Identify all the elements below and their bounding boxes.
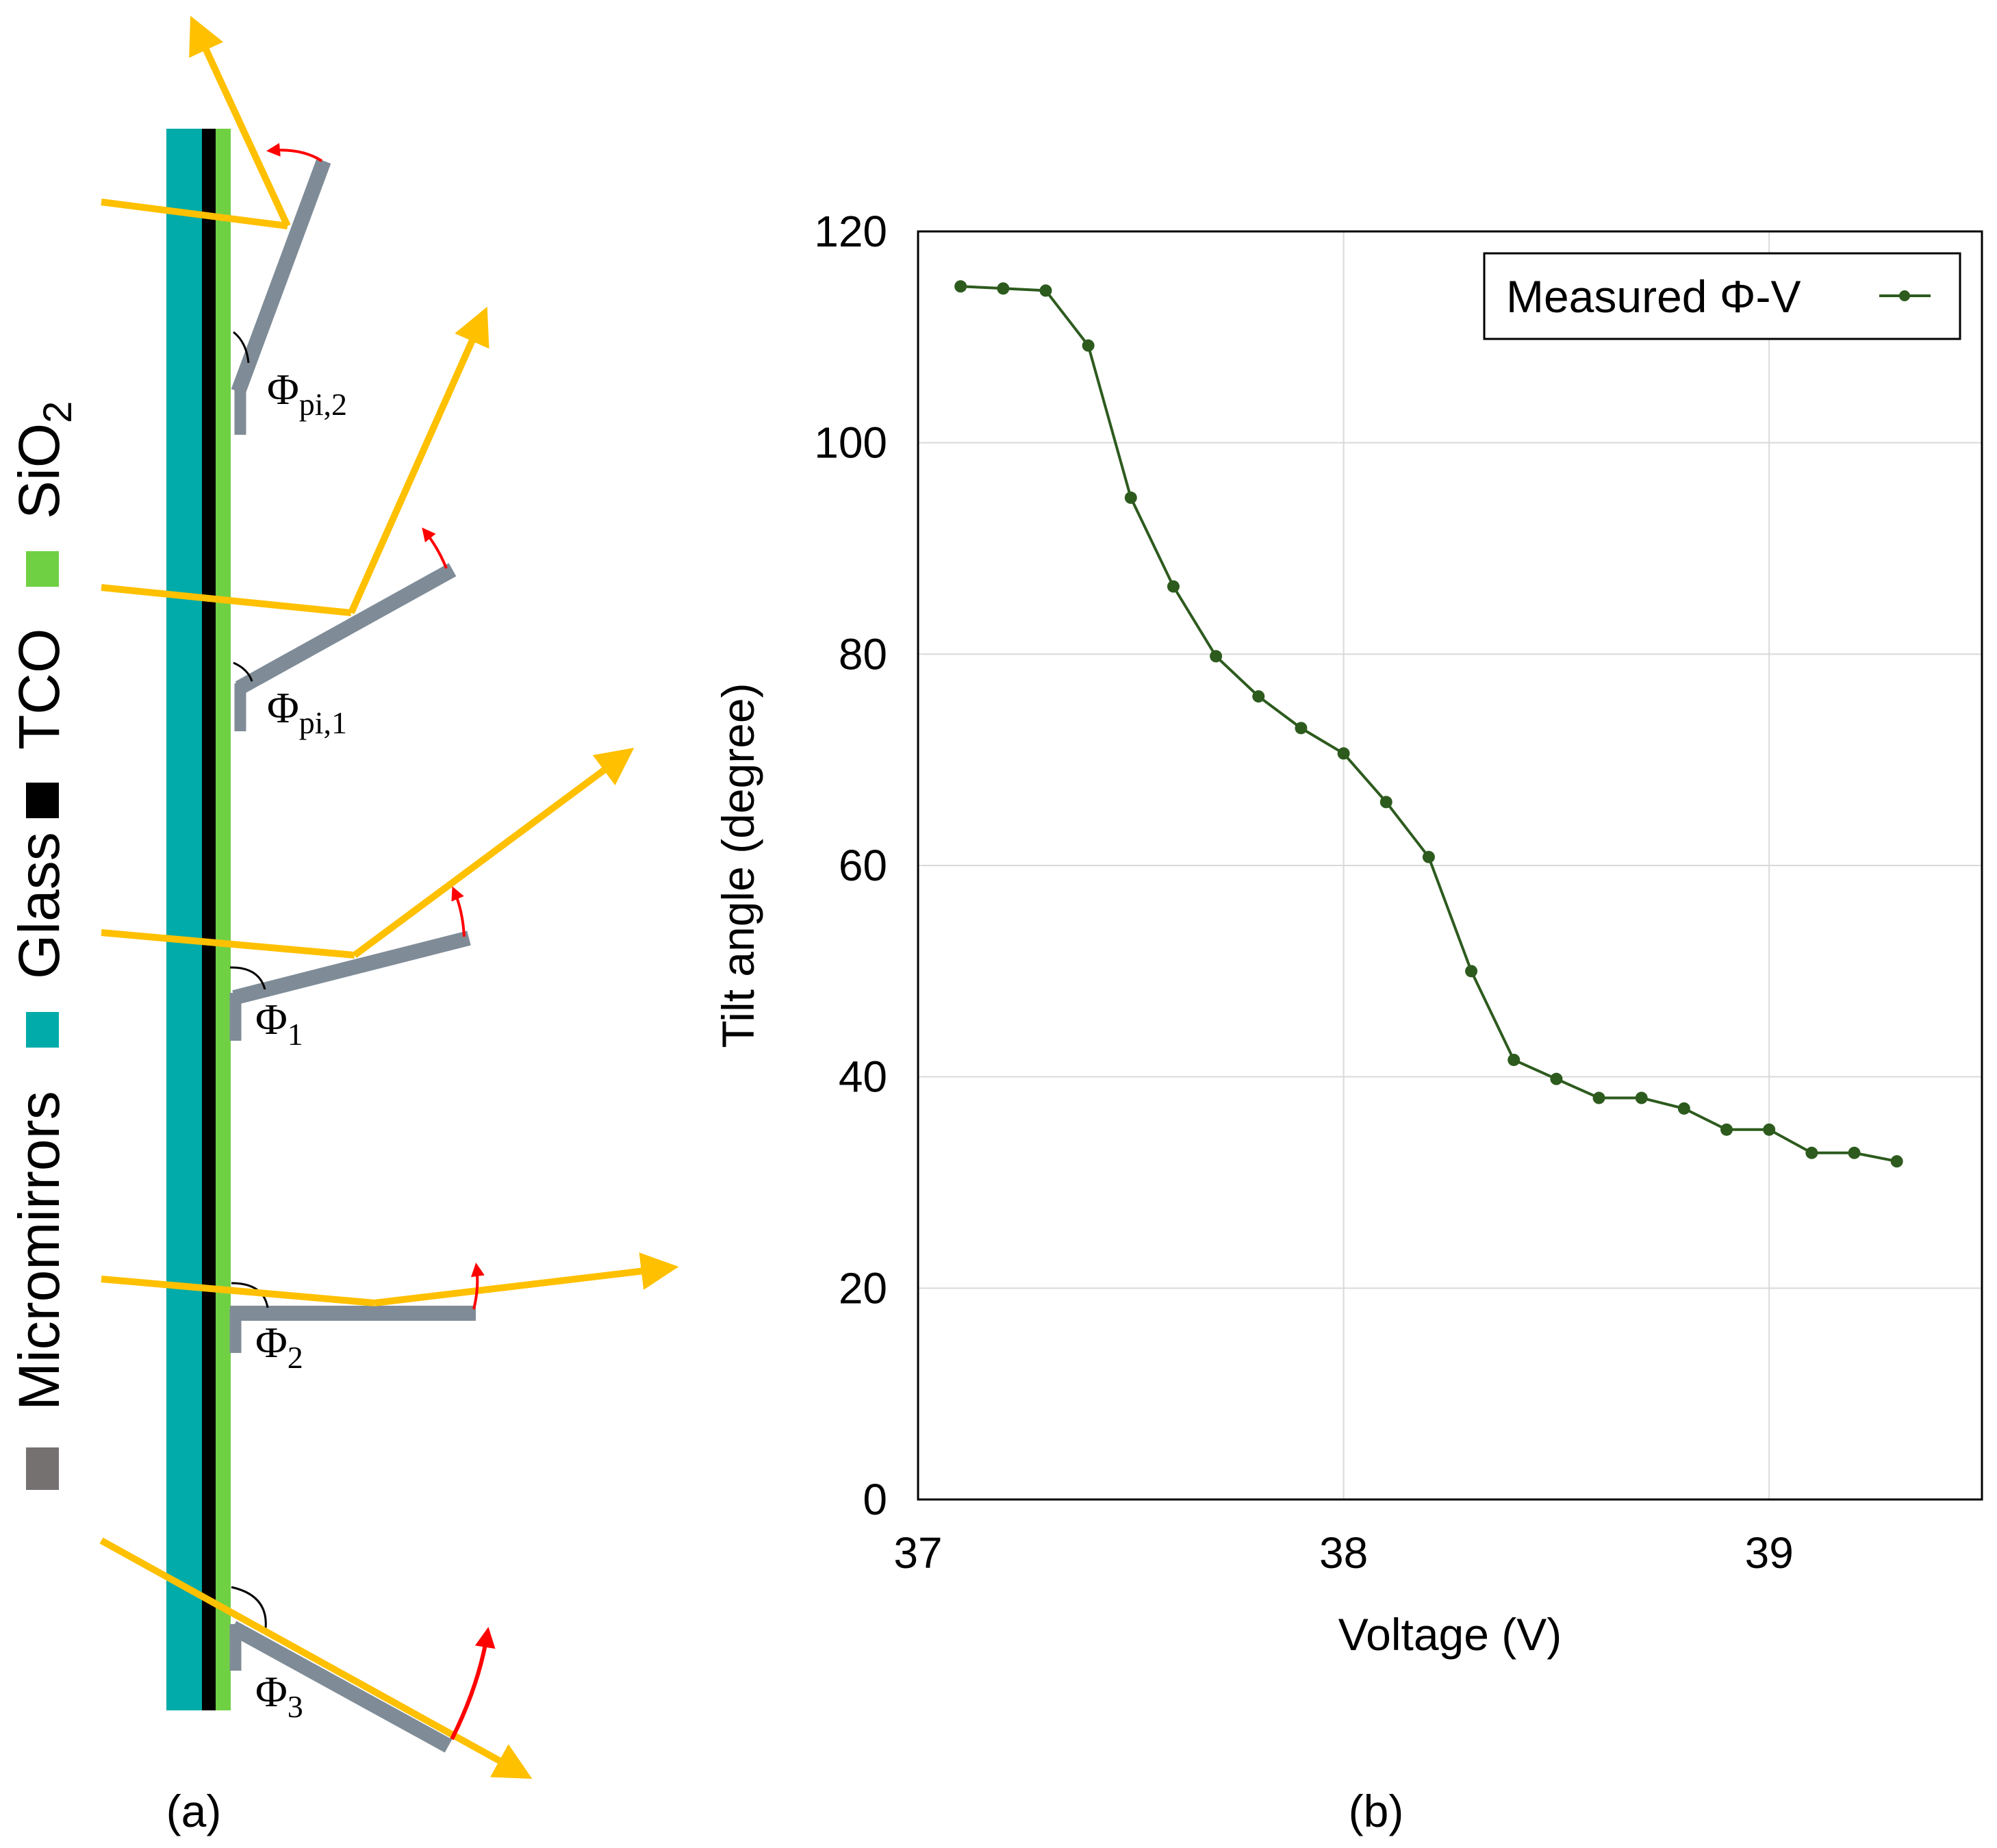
mirror-group-2 — [101, 1252, 679, 1353]
data-point — [1720, 1123, 1733, 1136]
legend-label-micromirrors: Micromirrors — [7, 1091, 71, 1410]
data-point — [1337, 747, 1350, 760]
micromirror — [232, 931, 471, 1005]
x-tick-label: 39 — [1745, 1528, 1794, 1578]
micromirror — [229, 1621, 453, 1753]
data-point — [1763, 1123, 1776, 1136]
sio2-layer — [216, 129, 231, 1710]
data-point — [1848, 1146, 1861, 1159]
data-point — [1252, 690, 1265, 703]
reflected-ray — [374, 1252, 679, 1306]
data-point — [1295, 722, 1308, 735]
data-point — [1039, 284, 1052, 297]
angle-arc — [233, 661, 253, 682]
label-phi-2: Φ2 — [255, 1318, 303, 1375]
tilt-arrow — [422, 527, 448, 569]
data-point — [1805, 1146, 1818, 1159]
data-point — [1550, 1072, 1563, 1085]
mirror-group-pi2 — [101, 16, 331, 435]
legend-label-tco: TCO — [7, 629, 71, 750]
angle-arc — [233, 331, 250, 364]
y-tick-label: 20 — [839, 1263, 887, 1313]
data-point — [1677, 1102, 1690, 1115]
caption-b: (b) — [1349, 1786, 1404, 1836]
y-axis-title: Tilt angle (degree) — [713, 683, 763, 1048]
angle-arc — [231, 1586, 267, 1629]
y-tick-label: 0 — [863, 1475, 887, 1524]
micromirror — [231, 158, 331, 394]
plot-frame — [917, 230, 1983, 1501]
y-tick-label: 60 — [839, 841, 887, 890]
legend-label-glass: Glass — [7, 832, 71, 979]
reflected-ray — [348, 306, 489, 615]
legend-swatch-glass — [26, 1012, 59, 1048]
legend-label-sio2: SiO2 — [7, 401, 80, 519]
incident-ray — [101, 584, 352, 616]
tilt-arrow — [470, 1263, 485, 1310]
y-tick-label: 80 — [839, 629, 887, 679]
label-phi-pi1: Φpi,1 — [267, 683, 347, 740]
x-tick-label: 38 — [1319, 1528, 1368, 1578]
y-tick-label: 40 — [839, 1052, 887, 1102]
micromirror — [235, 563, 457, 695]
data-point — [1592, 1091, 1605, 1104]
data-point — [954, 280, 967, 293]
mirror-group-3 — [99, 1537, 533, 1779]
data-point — [1167, 580, 1180, 593]
legend-swatch-sio2 — [26, 551, 59, 587]
reflected-ray — [189, 16, 291, 228]
angle-arc — [229, 966, 266, 990]
tilt-arrow — [266, 142, 323, 162]
legend-label: Measured Φ-V — [1506, 271, 1801, 322]
data-point — [1422, 850, 1435, 863]
data-point — [997, 282, 1010, 295]
y-tick-label: 100 — [814, 418, 887, 468]
data-point — [1210, 650, 1223, 663]
data-point — [1465, 965, 1478, 978]
panel-b-chart: 0 20 40 60 80 100 120 37 38 39 Voltage (V) Tilt a… — [713, 207, 1983, 1836]
legend-marker — [1899, 290, 1910, 301]
data-point — [1082, 339, 1095, 352]
mirror-group-1 — [101, 748, 635, 1041]
tilt-arrow — [450, 1627, 496, 1741]
layer-legend: Micromirrors Glass TCO SiO2 — [7, 401, 80, 1490]
caption-a: (a) — [166, 1786, 222, 1836]
glass-layer — [166, 129, 202, 1710]
legend-swatch-tco — [26, 783, 59, 818]
reflected-ray — [353, 748, 635, 959]
series-line — [961, 285, 1898, 1163]
chart-legend: Measured Φ-V — [1483, 252, 1961, 340]
data-point — [1379, 796, 1392, 809]
label-phi-3: Φ3 — [255, 1667, 303, 1724]
x-axis-title: Voltage (V) — [1338, 1609, 1562, 1660]
label-phi-1: Φ1 — [255, 995, 303, 1052]
label-phi-pi2: Φpi,2 — [267, 365, 347, 422]
x-tick-label: 37 — [893, 1528, 942, 1578]
data-series — [954, 280, 1903, 1168]
grid — [917, 231, 1982, 1500]
panel-a-schematic: Φpi,2 Φpi,1 Φ1 Φ2 Φ3 Micromirrors Glass … — [7, 16, 679, 1836]
tco-layer — [202, 129, 216, 1710]
tick-labels: 0 20 40 60 80 100 120 37 38 39 — [814, 207, 1794, 1578]
data-point — [1508, 1053, 1521, 1066]
incident-ray — [101, 199, 288, 229]
incident-ray — [101, 929, 355, 959]
data-point — [1635, 1091, 1648, 1104]
data-point — [1890, 1155, 1903, 1168]
mirror-group-pi1 — [101, 306, 489, 731]
legend-swatch-micromirrors — [26, 1447, 59, 1490]
data-point — [1124, 491, 1137, 504]
incident-ray — [101, 1276, 375, 1306]
y-tick-label: 120 — [814, 207, 887, 256]
tilt-arrow — [451, 886, 466, 937]
light-ray — [99, 1537, 533, 1779]
